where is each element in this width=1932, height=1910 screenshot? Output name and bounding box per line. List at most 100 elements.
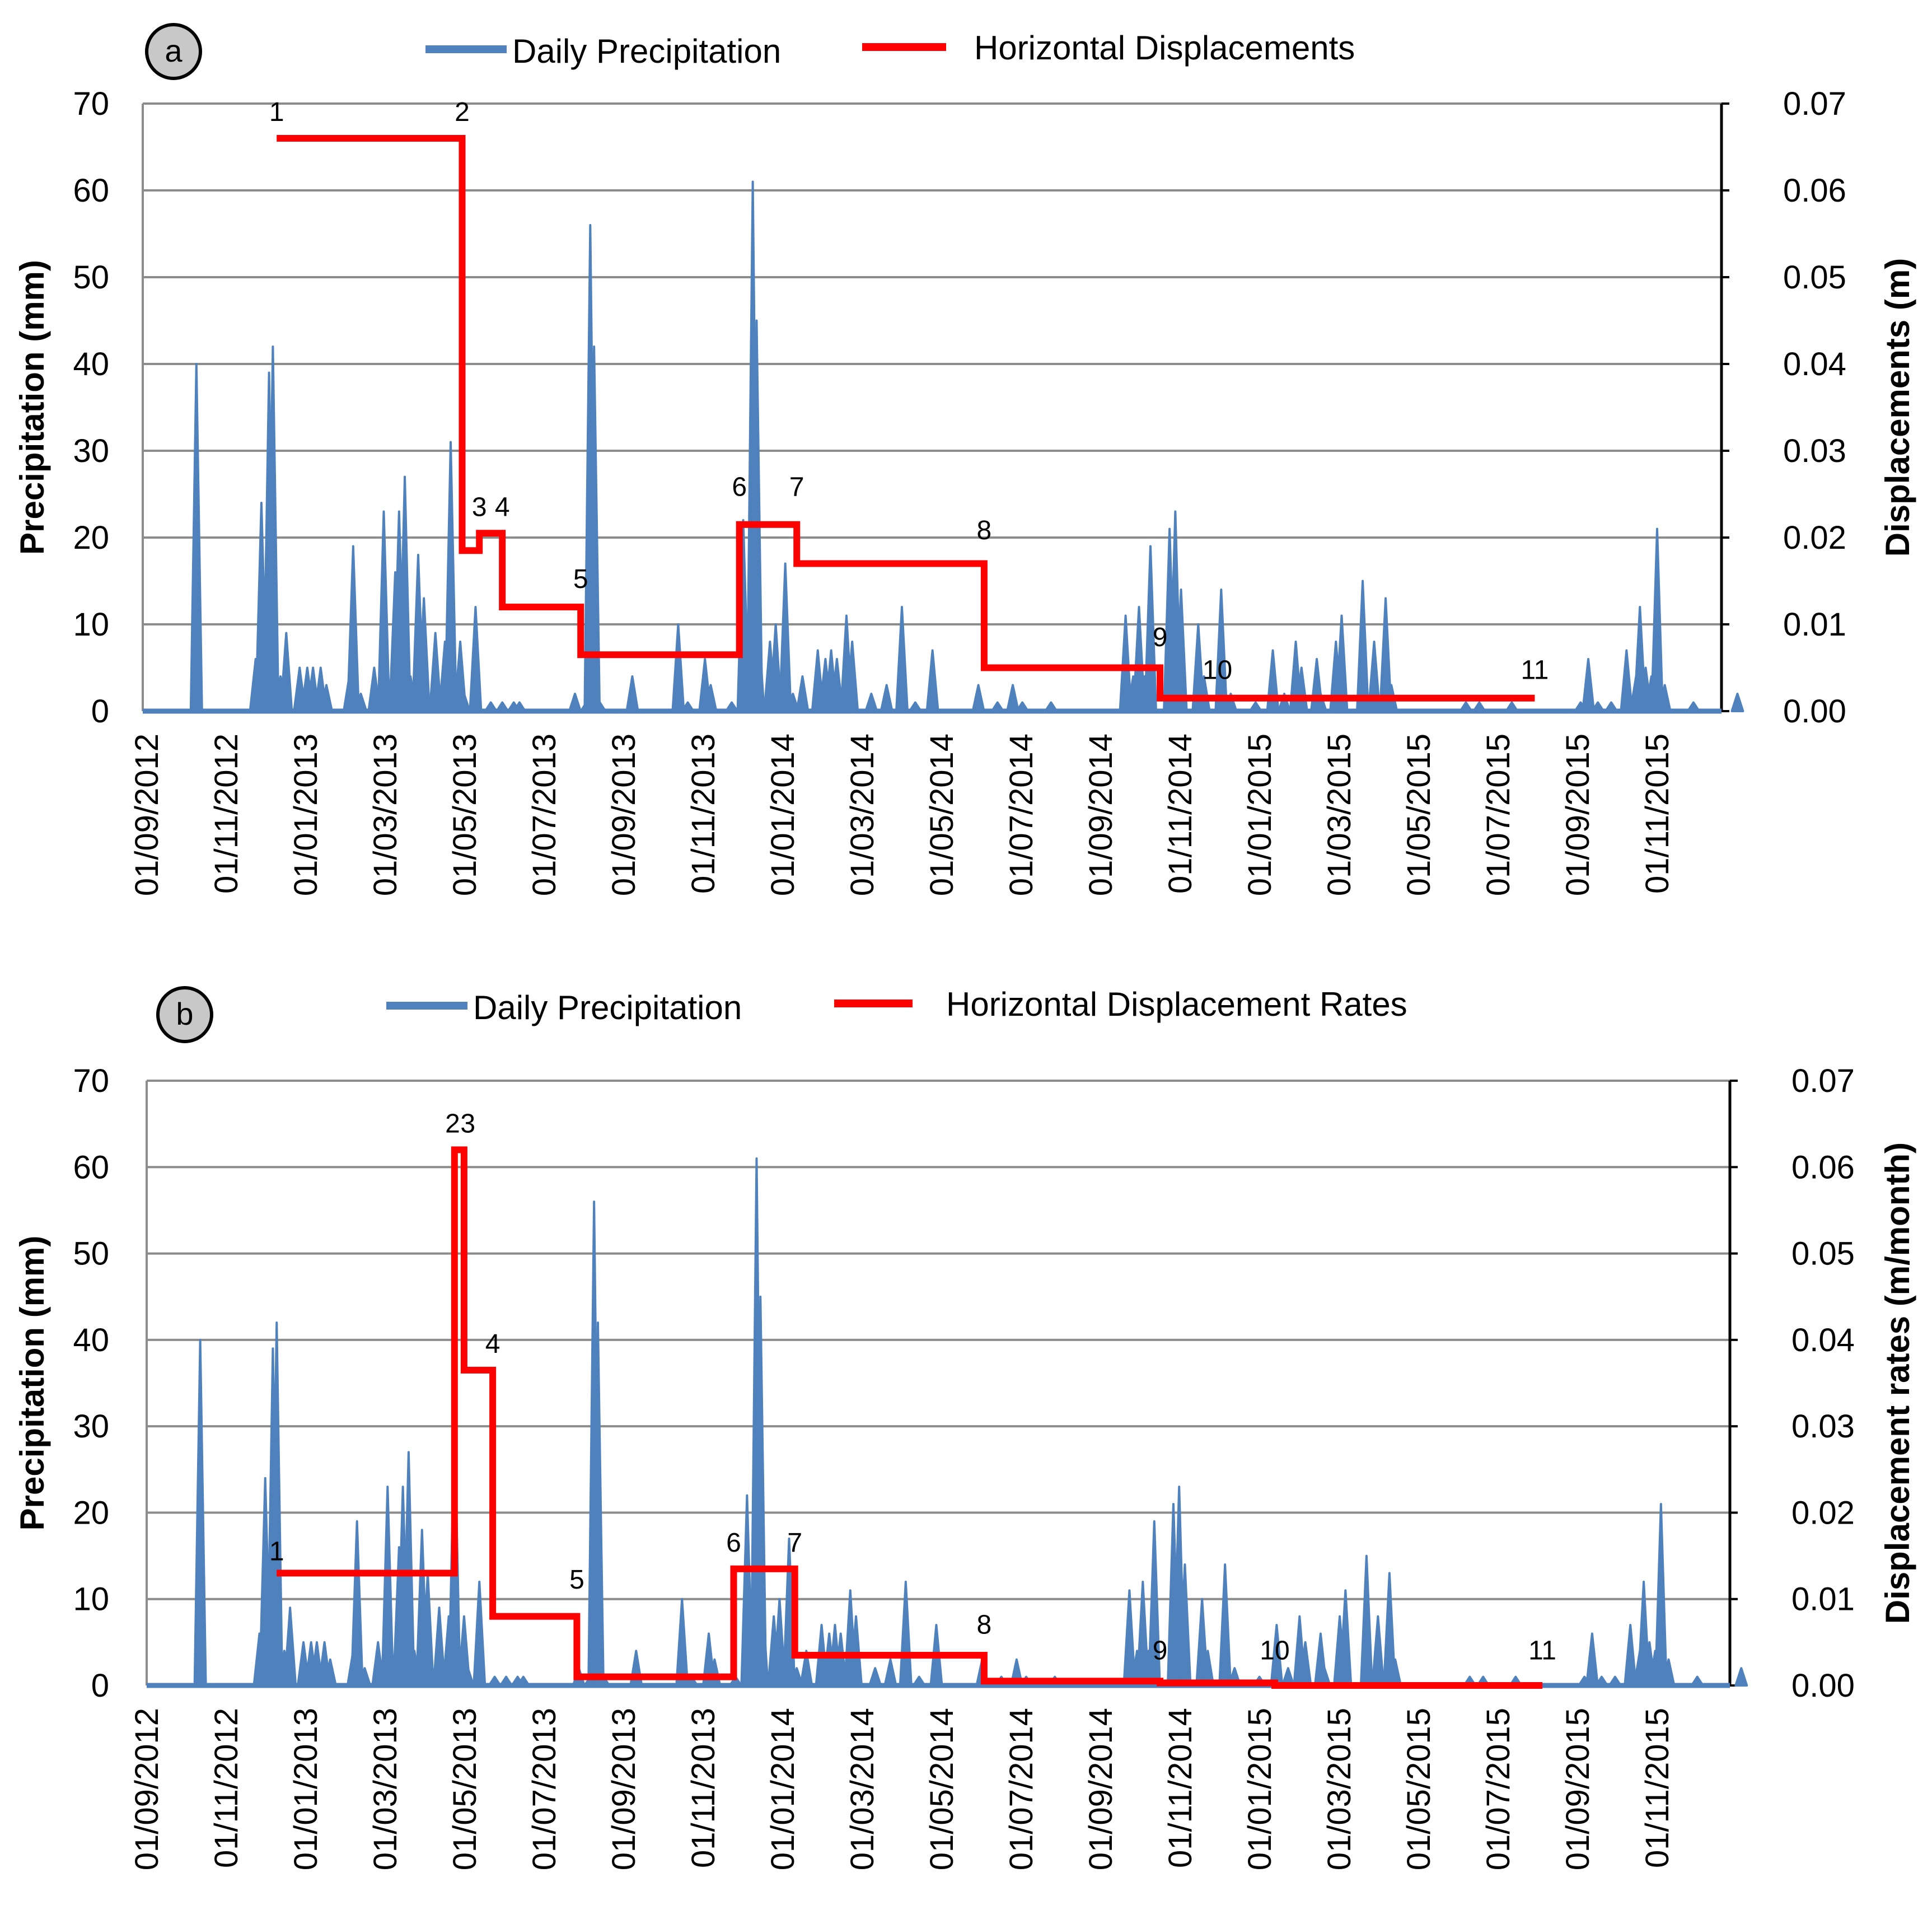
y-left-tick-label: 0 (91, 693, 109, 730)
y-right-tick-label: 0.04 (1791, 1322, 1855, 1358)
y-right-tick-label: 0.04 (1783, 346, 1846, 382)
legend-displacement-label: Horizontal Displacement Rates (946, 986, 1407, 1023)
panel-a-chart: 0 10 20 30 40 50 60 70 0.00 0.01 0.02 0.03 0.04 0.05 0… (13, 23, 1916, 896)
x-tick-label: 01/11/2013 (685, 1708, 722, 1868)
x-tick-label: 01/03/2014 (844, 1708, 881, 1870)
displacement-point-label: 4 (495, 492, 510, 522)
x-tick-label: 01/07/2014 (1003, 1708, 1040, 1870)
y-left-tick-label: 70 (73, 86, 109, 122)
displacement-point-label: 3 (460, 1109, 475, 1139)
x-tick-label: 01/01/2015 (1242, 1708, 1278, 1870)
y-right-tick-label: 0.01 (1791, 1581, 1855, 1618)
y-right-tick-label: 0.05 (1783, 259, 1846, 296)
x-tick-label: 01/11/2012 (208, 734, 245, 894)
displacement-point-label: 6 (726, 1528, 741, 1558)
legend-precipitation-label: Daily Precipitation (473, 989, 742, 1026)
y-right-axis-title: Displacements (m) (1879, 258, 1916, 557)
displacement-point-label: 8 (977, 516, 992, 545)
y-left-tick-label: 0 (91, 1668, 109, 1704)
x-tick-label: 01/01/2014 (765, 734, 801, 896)
displacement-point-label: 3 (472, 492, 487, 522)
y-left-axis-title: Precipitation (mm) (13, 1236, 51, 1531)
displacement-point-label: 8 (977, 1610, 992, 1640)
precipitation-spike (1730, 693, 1744, 712)
y-left-tick-label: 20 (73, 1495, 109, 1531)
displacement-point-label: 2 (445, 1109, 460, 1139)
y-left-tick-label: 30 (73, 433, 109, 469)
x-tick-label: 01/05/2014 (924, 1708, 960, 1870)
displacement-step-line (277, 135, 1535, 702)
displacement-point-label: 5 (569, 1565, 584, 1595)
x-tick-label: 01/03/2015 (1321, 1708, 1358, 1870)
x-tick-label: 01/05/2013 (447, 734, 483, 896)
y-right-tick-label: 0.03 (1791, 1408, 1855, 1445)
y-left-tick-label: 40 (73, 1322, 109, 1358)
x-tick-label: 01/11/2015 (1639, 734, 1676, 894)
displacement-point-label: 6 (732, 473, 747, 502)
x-tick-label: 01/11/2015 (1639, 1708, 1676, 1868)
x-tick-label: 01/11/2014 (1162, 1708, 1199, 1868)
x-tick-label: 01/11/2012 (208, 1708, 245, 1868)
x-tick-label: 01/09/2015 (1560, 734, 1596, 896)
displacement-point-label: 5 (573, 564, 588, 594)
displacement-point-label: 1 (269, 1537, 284, 1566)
panel-letter-badge (145, 23, 202, 80)
precipitation-spike (1734, 1667, 1748, 1687)
x-tick-label: 01/07/2015 (1480, 1708, 1517, 1870)
x-tick-label: 01/03/2013 (367, 1708, 404, 1870)
x-tick-label: 01/05/2014 (924, 734, 960, 896)
displacement-point-label: 11 (1528, 1636, 1556, 1666)
y-right-axis-title: Displacement rates (m/month) (1879, 1142, 1916, 1624)
displacement-point-label: 10 (1203, 656, 1232, 685)
x-tick-label: 01/01/2013 (288, 734, 324, 896)
x-tick-label: 01/07/2013 (526, 734, 563, 896)
x-tick-label: 01/07/2015 (1480, 734, 1517, 896)
x-tick-label: 01/09/2014 (1083, 734, 1119, 896)
x-tick-label: 01/07/2014 (1003, 734, 1040, 896)
y-right-tick-label: 0.07 (1783, 86, 1846, 122)
legend-precipitation-label: Daily Precipitation (512, 32, 781, 70)
y-right-tick-label: 0.03 (1783, 433, 1846, 469)
panel-letter-badge (156, 986, 213, 1043)
y-right-tick-label: 0.05 (1791, 1236, 1855, 1272)
x-tick-label: 01/09/2013 (606, 734, 642, 896)
displacement-point-label: 11 (1521, 656, 1549, 685)
y-left-tick-label: 50 (73, 1236, 109, 1272)
x-tick-label: 01/05/2015 (1401, 734, 1437, 896)
y-left-tick-label: 70 (73, 1063, 109, 1099)
y-left-axis-title: Precipitation (mm) (13, 260, 51, 555)
x-tick-label: 01/01/2015 (1242, 734, 1278, 896)
y-right-tick-label: 0.01 (1783, 606, 1846, 643)
x-tick-label: 01/11/2014 (1162, 734, 1199, 894)
x-tick-label: 01/11/2013 (685, 734, 722, 894)
x-tick-label: 01/05/2015 (1401, 1708, 1437, 1870)
x-tick-label: 01/01/2013 (288, 1708, 324, 1870)
y-right-tick-label: 0.00 (1783, 693, 1846, 730)
y-right-tick-label: 0.02 (1783, 520, 1846, 556)
x-tick-label: 01/03/2014 (844, 734, 881, 896)
displacement-point-label: 9 (1153, 1636, 1168, 1666)
panel-letter: b (176, 996, 193, 1031)
y-right-tick-label: 0.00 (1791, 1668, 1855, 1704)
y-left-tick-label: 60 (73, 172, 109, 209)
y-left-tick-label: 20 (73, 520, 109, 556)
x-tick-label: 01/03/2013 (367, 734, 404, 896)
y-left-tick-label: 10 (73, 1581, 109, 1618)
panel-b-chart: 0 10 20 30 40 50 60 70 0.00 0.01 0.02 0.03 0.04 0.05 0… (13, 986, 1916, 1870)
x-tick-label: 01/09/2014 (1083, 1708, 1119, 1870)
displacement-point-label: 10 (1260, 1636, 1289, 1666)
y-left-tick-label: 10 (73, 606, 109, 643)
x-tick-label: 01/09/2013 (606, 1708, 642, 1870)
x-tick-label: 01/09/2015 (1560, 1708, 1596, 1870)
y-right-tick-label: 0.02 (1791, 1495, 1855, 1531)
displacement-point-label: 1 (269, 97, 284, 127)
x-tick-label: 01/03/2015 (1321, 734, 1358, 896)
y-left-tick-label: 50 (73, 259, 109, 296)
y-left-tick-label: 40 (73, 346, 109, 382)
x-tick-label: 01/09/2012 (129, 734, 165, 896)
y-left-tick-label: 30 (73, 1408, 109, 1445)
displacement-point-label: 7 (789, 473, 804, 502)
x-tick-label: 01/05/2013 (447, 1708, 483, 1870)
y-right-tick-label: 0.07 (1791, 1063, 1855, 1099)
